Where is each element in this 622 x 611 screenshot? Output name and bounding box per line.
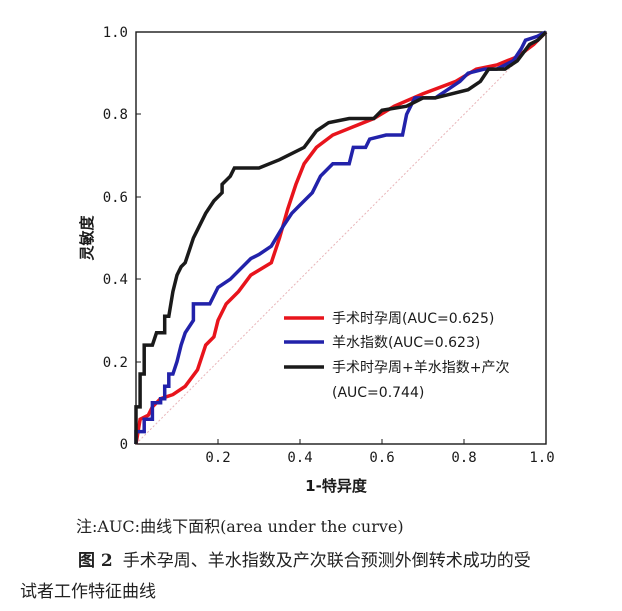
y-tick-label: 0.8 — [103, 107, 128, 123]
x-tick-label: 0.4 — [287, 450, 312, 466]
reference-diagonal-layer — [135, 31, 547, 445]
figure-note: 注:AUC:曲线下面积(area under the curve) — [76, 517, 404, 536]
y-tick-label: 1.0 — [103, 25, 128, 41]
y-axis-ticks: 0 0.2 0.4 0.6 0.8 1.0 — [103, 25, 141, 453]
caption-line-1: 手术孕周、羊水指数及产次联合预测外倒转术成功的受 — [122, 551, 531, 571]
x-axis-ticks: 0.2 0.4 0.6 0.8 1.0 — [205, 439, 555, 466]
x-tick-label: 0.8 — [451, 450, 476, 466]
x-tick-label: 0.6 — [369, 450, 394, 466]
x-axis-title: 1-特异度 — [305, 477, 368, 495]
legend-label: 手术时孕周+羊水指数+产次 — [332, 360, 509, 376]
y-tick-label: 0 — [120, 437, 128, 453]
y-tick-label: 0.2 — [103, 355, 128, 371]
y-tick-label: 0.4 — [103, 272, 128, 288]
x-tick-label: 1.0 — [529, 450, 554, 466]
y-axis-title: 灵敏度 — [78, 215, 96, 261]
y-tick-label: 0.6 — [103, 190, 128, 206]
legend-label: 羊水指数(AUC=0.623) — [332, 335, 480, 351]
series-line-combined-model — [134, 30, 548, 444]
series-line-amniotic-fluid-index — [134, 30, 547, 444]
x-tick-label: 0.2 — [205, 450, 230, 466]
figure-number: 图 2 — [78, 551, 113, 571]
legend: 手术时孕周(AUC=0.625) 羊水指数(AUC=0.623) 手术时孕周+羊… — [284, 311, 509, 401]
reference-diagonal-line — [135, 31, 547, 445]
caption-line-2: 试者工作特征曲线 — [20, 582, 156, 602]
legend-label: 手术时孕周(AUC=0.625) — [332, 311, 494, 327]
legend-label-continuation: (AUC=0.744) — [332, 385, 424, 401]
figure-caption: 图 2 手术孕周、羊水指数及产次联合预测外倒转术成功的受 试者工作特征曲线 — [20, 546, 606, 608]
series-layer — [134, 30, 548, 445]
plot-frame — [135, 31, 547, 445]
series-line-gestational-week — [134, 30, 548, 445]
